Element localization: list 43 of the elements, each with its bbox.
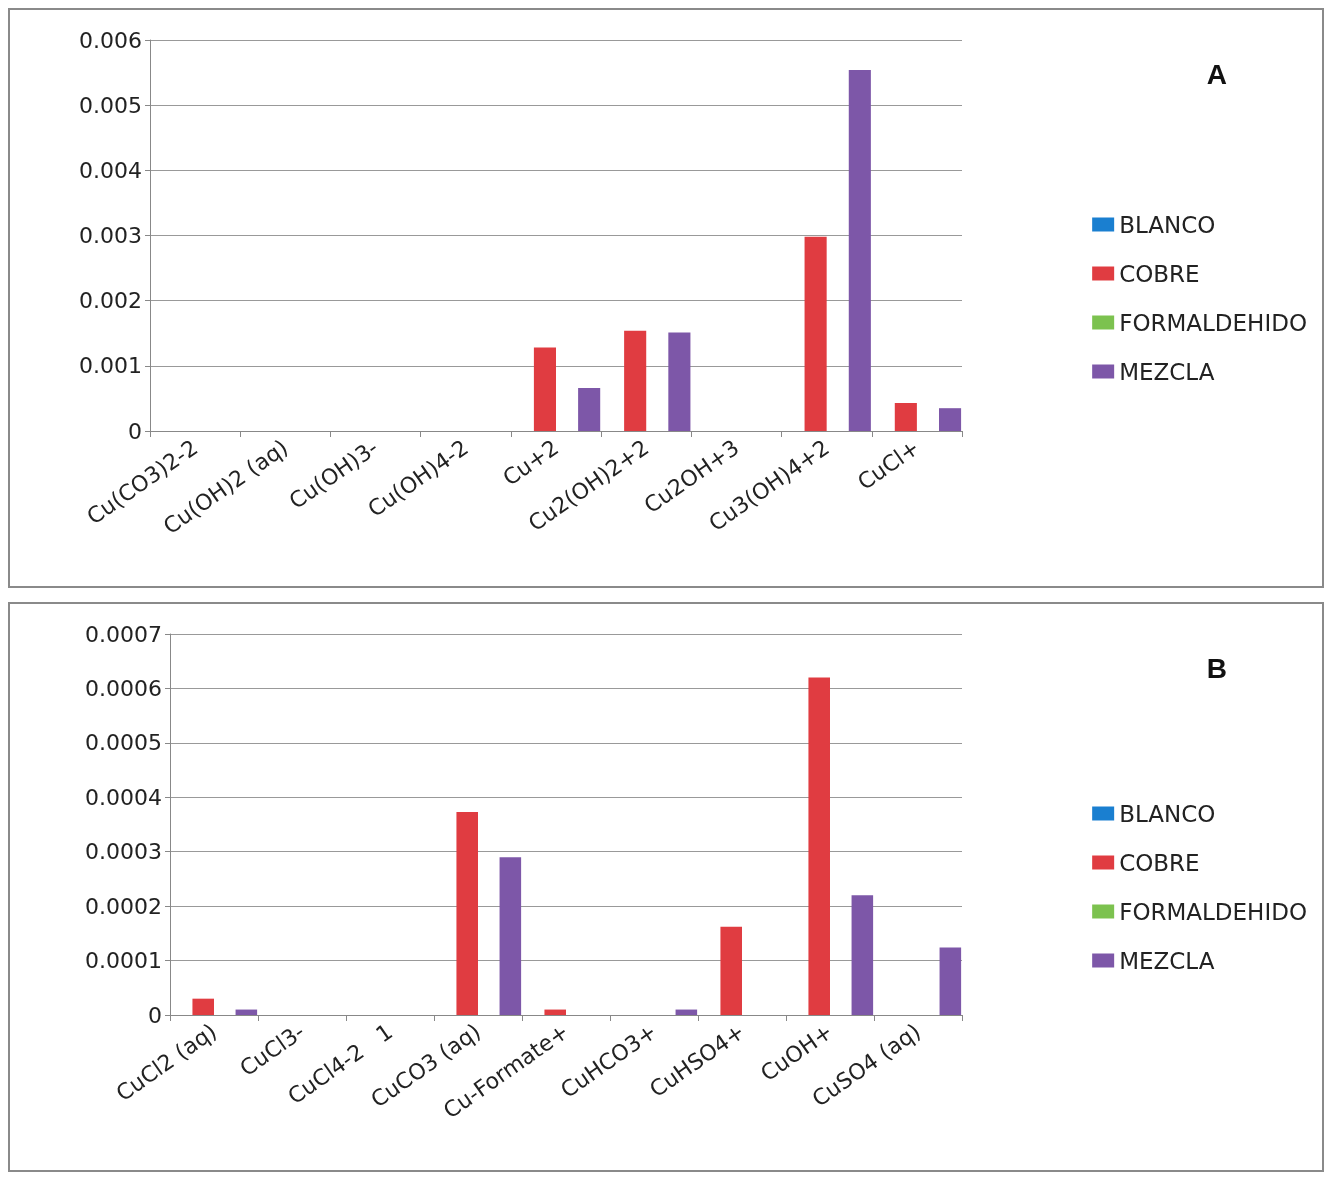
y-tick-label: 0.0003 <box>85 839 162 865</box>
bar <box>939 947 962 1015</box>
bar <box>624 330 647 431</box>
bar <box>192 998 214 1015</box>
y-tick-label: 0.006 <box>79 27 142 53</box>
bar <box>456 811 478 1015</box>
y-tick-label: 0.005 <box>79 92 142 118</box>
legend-label: COBRE <box>1119 260 1200 287</box>
bar <box>808 677 830 1015</box>
bar <box>804 236 827 431</box>
y-tick-label: 0.0005 <box>85 730 162 756</box>
y-tick-label: 0.002 <box>79 288 142 314</box>
y-tick-label: 0 <box>128 418 142 444</box>
bar <box>235 1009 258 1015</box>
y-tick-label: 0.003 <box>79 223 142 248</box>
bar <box>499 857 522 1015</box>
y-tick-label: 0.0006 <box>85 675 162 701</box>
text: B <box>1206 652 1228 684</box>
y-tick-label: 0.001 <box>79 353 142 379</box>
legend-label: BLANCO <box>1119 211 1216 238</box>
legend-label: MEZCLA <box>1119 358 1215 385</box>
y-tick-label: 0.0007 <box>85 621 162 647</box>
bar <box>851 895 874 1015</box>
legend-label: COBRE <box>1119 849 1200 876</box>
bar <box>938 408 962 431</box>
y-tick-label: 0.0002 <box>85 893 162 919</box>
y-tick-label: 0 <box>148 1002 162 1028</box>
y-tick-label: 0.0004 <box>85 784 162 810</box>
bar <box>533 347 556 431</box>
legend-label: FORMALDEHIDO <box>1119 898 1307 925</box>
legend-label: MEZCLA <box>1119 947 1215 974</box>
bar <box>544 1009 566 1015</box>
bar <box>578 387 601 431</box>
bar <box>894 402 917 431</box>
bar <box>848 69 871 431</box>
bar <box>668 332 691 431</box>
legend-label: BLANCO <box>1119 800 1216 827</box>
legend-label: FORMALDEHIDO <box>1119 309 1307 336</box>
bar <box>720 926 742 1015</box>
y-tick-label: 0.0001 <box>85 948 162 974</box>
y-tick-label: 0.004 <box>79 157 142 183</box>
text: A <box>1206 58 1228 90</box>
bar <box>675 1009 698 1015</box>
